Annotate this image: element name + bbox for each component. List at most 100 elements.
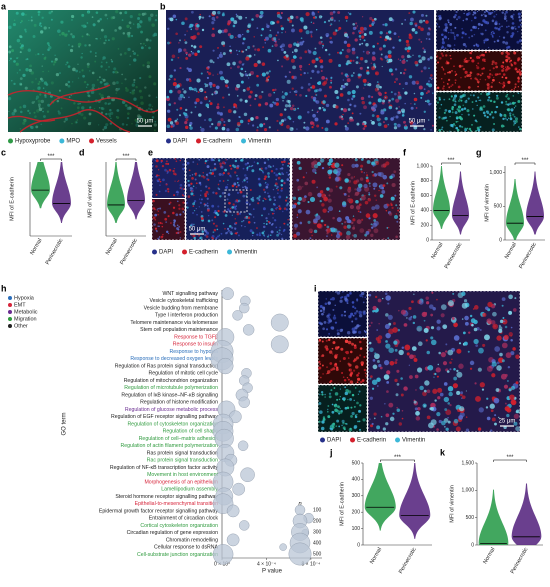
image-cell [285,208,288,211]
image-cell [461,27,464,30]
image-cell [156,180,159,183]
y-tick-label: 600 [421,193,430,199]
image-cell [326,187,330,191]
image-cell [326,228,331,233]
image-cell [491,60,495,64]
image-cell [236,95,239,97]
image-cell [395,115,399,119]
image-cell [358,43,361,46]
image-cell [310,35,313,38]
image-cell [332,31,337,36]
image-cell [471,323,474,327]
image-cell [324,393,326,396]
image-cell [188,169,191,172]
image-cell [416,367,423,373]
image-cell [372,45,376,48]
image-cell [201,217,204,220]
image-cell [227,172,230,175]
image-cell [376,377,381,382]
image-cell [346,224,351,229]
image-cell [246,181,249,183]
image-cell [292,51,294,53]
legend-swatch [8,310,12,314]
image-cell [491,417,496,422]
image-cell [496,335,502,341]
image-cell [491,373,496,378]
image-cell [455,117,459,120]
image-cell [393,214,398,219]
image-cell [204,194,208,198]
image-cell [262,225,266,229]
image-cell [443,98,446,101]
image-cell [508,294,513,300]
image-cell [333,403,338,408]
image-cell [453,322,458,328]
image-cell [176,224,179,227]
image-cell [470,94,472,96]
image-cell [245,176,249,180]
image-cell [355,356,360,360]
image-cell [169,17,174,22]
image-cell [179,67,182,70]
image-cell [315,93,317,95]
image-cell [275,97,280,102]
image-cell [214,92,217,95]
inset-outline [435,50,523,92]
image-cell [393,126,398,130]
image-cell [308,50,312,54]
inset-outline [317,337,368,385]
image-cell [486,365,493,372]
image-cell [200,194,202,196]
image-cell [170,125,173,128]
image-cell [286,79,291,84]
image-cell [379,85,382,89]
image-cell [291,24,294,27]
image-cell [160,161,163,163]
image-cell [218,234,220,236]
image-cell [486,83,490,87]
image-cell [480,32,482,35]
image-cell [335,185,338,188]
image-cell [221,13,225,17]
image-cell [253,36,255,38]
image-cell [231,184,235,188]
image-cell [282,210,284,213]
image-cell [443,396,450,403]
image-cell [247,24,251,29]
image-cell [352,359,356,363]
image-cell [427,27,431,30]
image-cell [284,104,289,108]
image-cell [453,35,456,38]
image-cell [307,111,310,114]
image-cell [415,389,417,391]
image-cell [430,74,433,77]
image-cell [378,185,381,187]
image-cell [349,292,352,295]
image-cell [266,24,270,29]
image-cell [354,191,359,196]
image-cell [326,366,328,369]
image-cell [233,106,236,109]
image-cell [296,160,301,165]
image-cell [468,59,470,62]
image-cell [506,413,510,418]
image-cell [319,59,324,63]
image-cell [349,427,352,430]
image-cell [431,124,434,127]
image-cell [408,306,412,310]
image-cell [289,91,291,93]
image-cell [365,213,371,218]
image-cell [515,426,520,432]
image-cell [213,163,217,166]
image-cell [290,58,295,63]
image-cell [373,17,377,21]
image-cell [218,53,223,58]
image-cell [329,36,332,40]
image-cell [507,45,511,49]
image-cell [457,120,459,123]
image-cell [293,108,296,110]
image-cell [276,31,280,34]
image-cell [380,53,383,56]
image-cell [237,234,240,237]
image-cell [338,26,342,30]
